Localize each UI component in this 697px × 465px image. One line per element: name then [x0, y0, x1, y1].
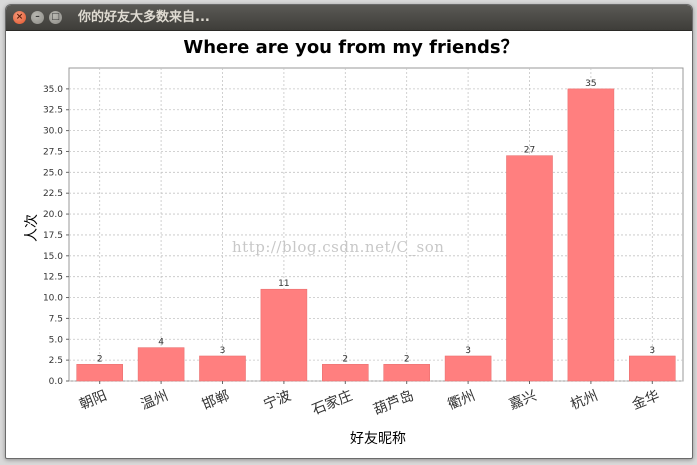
x-axis-ticks: 朝阳 温州 邯郸 宁波 石家庄 葫芦岛 衢州 嘉兴 杭州 金华: [77, 381, 662, 418]
bar-value-label: 11: [278, 279, 289, 289]
bar: [383, 364, 430, 382]
y-tick-label: 17.5: [43, 231, 63, 241]
bar: [260, 288, 308, 382]
x-tick-label: 金华: [630, 388, 662, 413]
close-icon[interactable]: ×: [13, 11, 26, 24]
x-tick-label: 葫芦岛: [371, 388, 416, 419]
chart-title: Where are you from my friends？: [183, 37, 518, 58]
x-tick-label: 宁波: [261, 387, 293, 413]
y-tick-label: 22.5: [43, 189, 63, 199]
y-tick-label: 35.0: [43, 85, 63, 95]
x-tick-label: 衢州: [445, 387, 477, 413]
y-axis-label: 人次: [24, 214, 40, 242]
bar-value-label: 2: [342, 354, 348, 364]
bar-value-label: 35: [585, 79, 596, 89]
window-title: 你的好友大多数来自...: [78, 10, 210, 25]
bar: [506, 155, 553, 382]
y-tick-label: 12.5: [43, 273, 63, 283]
maximize-icon[interactable]: □: [49, 11, 62, 24]
bar-value-label: 3: [220, 346, 226, 356]
x-tick-label: 石家庄: [309, 387, 354, 418]
y-tick-label: 10.0: [43, 294, 63, 304]
bar: [322, 364, 369, 382]
y-tick-label: 0.0: [49, 377, 64, 387]
x-tick-label: 杭州: [568, 388, 600, 413]
bar-value-label: 3: [465, 346, 471, 356]
y-tick-label: 25.0: [43, 168, 63, 178]
chart-bars: 2 4 3 11 2 2 3 27 35 3: [76, 79, 676, 382]
x-axis-label: 好友昵称: [350, 431, 406, 447]
y-tick-label: 15.0: [43, 252, 63, 262]
bar-value-label: 3: [649, 346, 655, 356]
y-tick-label: 30.0: [43, 127, 63, 137]
x-tick-label: 温州: [139, 388, 171, 413]
y-tick-label: 2.5: [49, 356, 63, 366]
bar: [199, 355, 246, 382]
y-tick-label: 7.5: [49, 314, 63, 324]
x-tick-label: 朝阳: [77, 388, 109, 413]
x-tick-label: 嘉兴: [507, 388, 539, 413]
x-tick-label: 邯郸: [200, 388, 232, 413]
minimize-icon[interactable]: –: [31, 11, 44, 24]
bar-value-label: 27: [524, 146, 535, 156]
y-tick-label: 27.5: [43, 147, 63, 157]
bar-value-label: 2: [404, 354, 410, 364]
bar: [629, 355, 676, 382]
bar-value-label: 4: [158, 338, 164, 348]
bar-value-label: 2: [97, 354, 103, 364]
bar: [137, 347, 185, 382]
y-axis-ticks: 0.0 2.5 5.0 7.5 10.0 12.5 15.0 17.5 20.0 22.5 25.0…: [43, 85, 69, 387]
watermark-text: http://blog.csdn.net/C_son: [232, 238, 444, 256]
bar: [444, 355, 492, 382]
y-tick-label: 5.0: [49, 335, 64, 345]
bar: [76, 364, 123, 382]
bar: [567, 88, 615, 382]
app-window: × – □ 你的好友大多数来自... Where are you from my…: [5, 4, 693, 459]
y-tick-label: 32.5: [43, 106, 63, 116]
title-bar[interactable]: × – □ 你的好友大多数来自...: [6, 5, 692, 31]
y-tick-label: 20.0: [43, 210, 63, 220]
